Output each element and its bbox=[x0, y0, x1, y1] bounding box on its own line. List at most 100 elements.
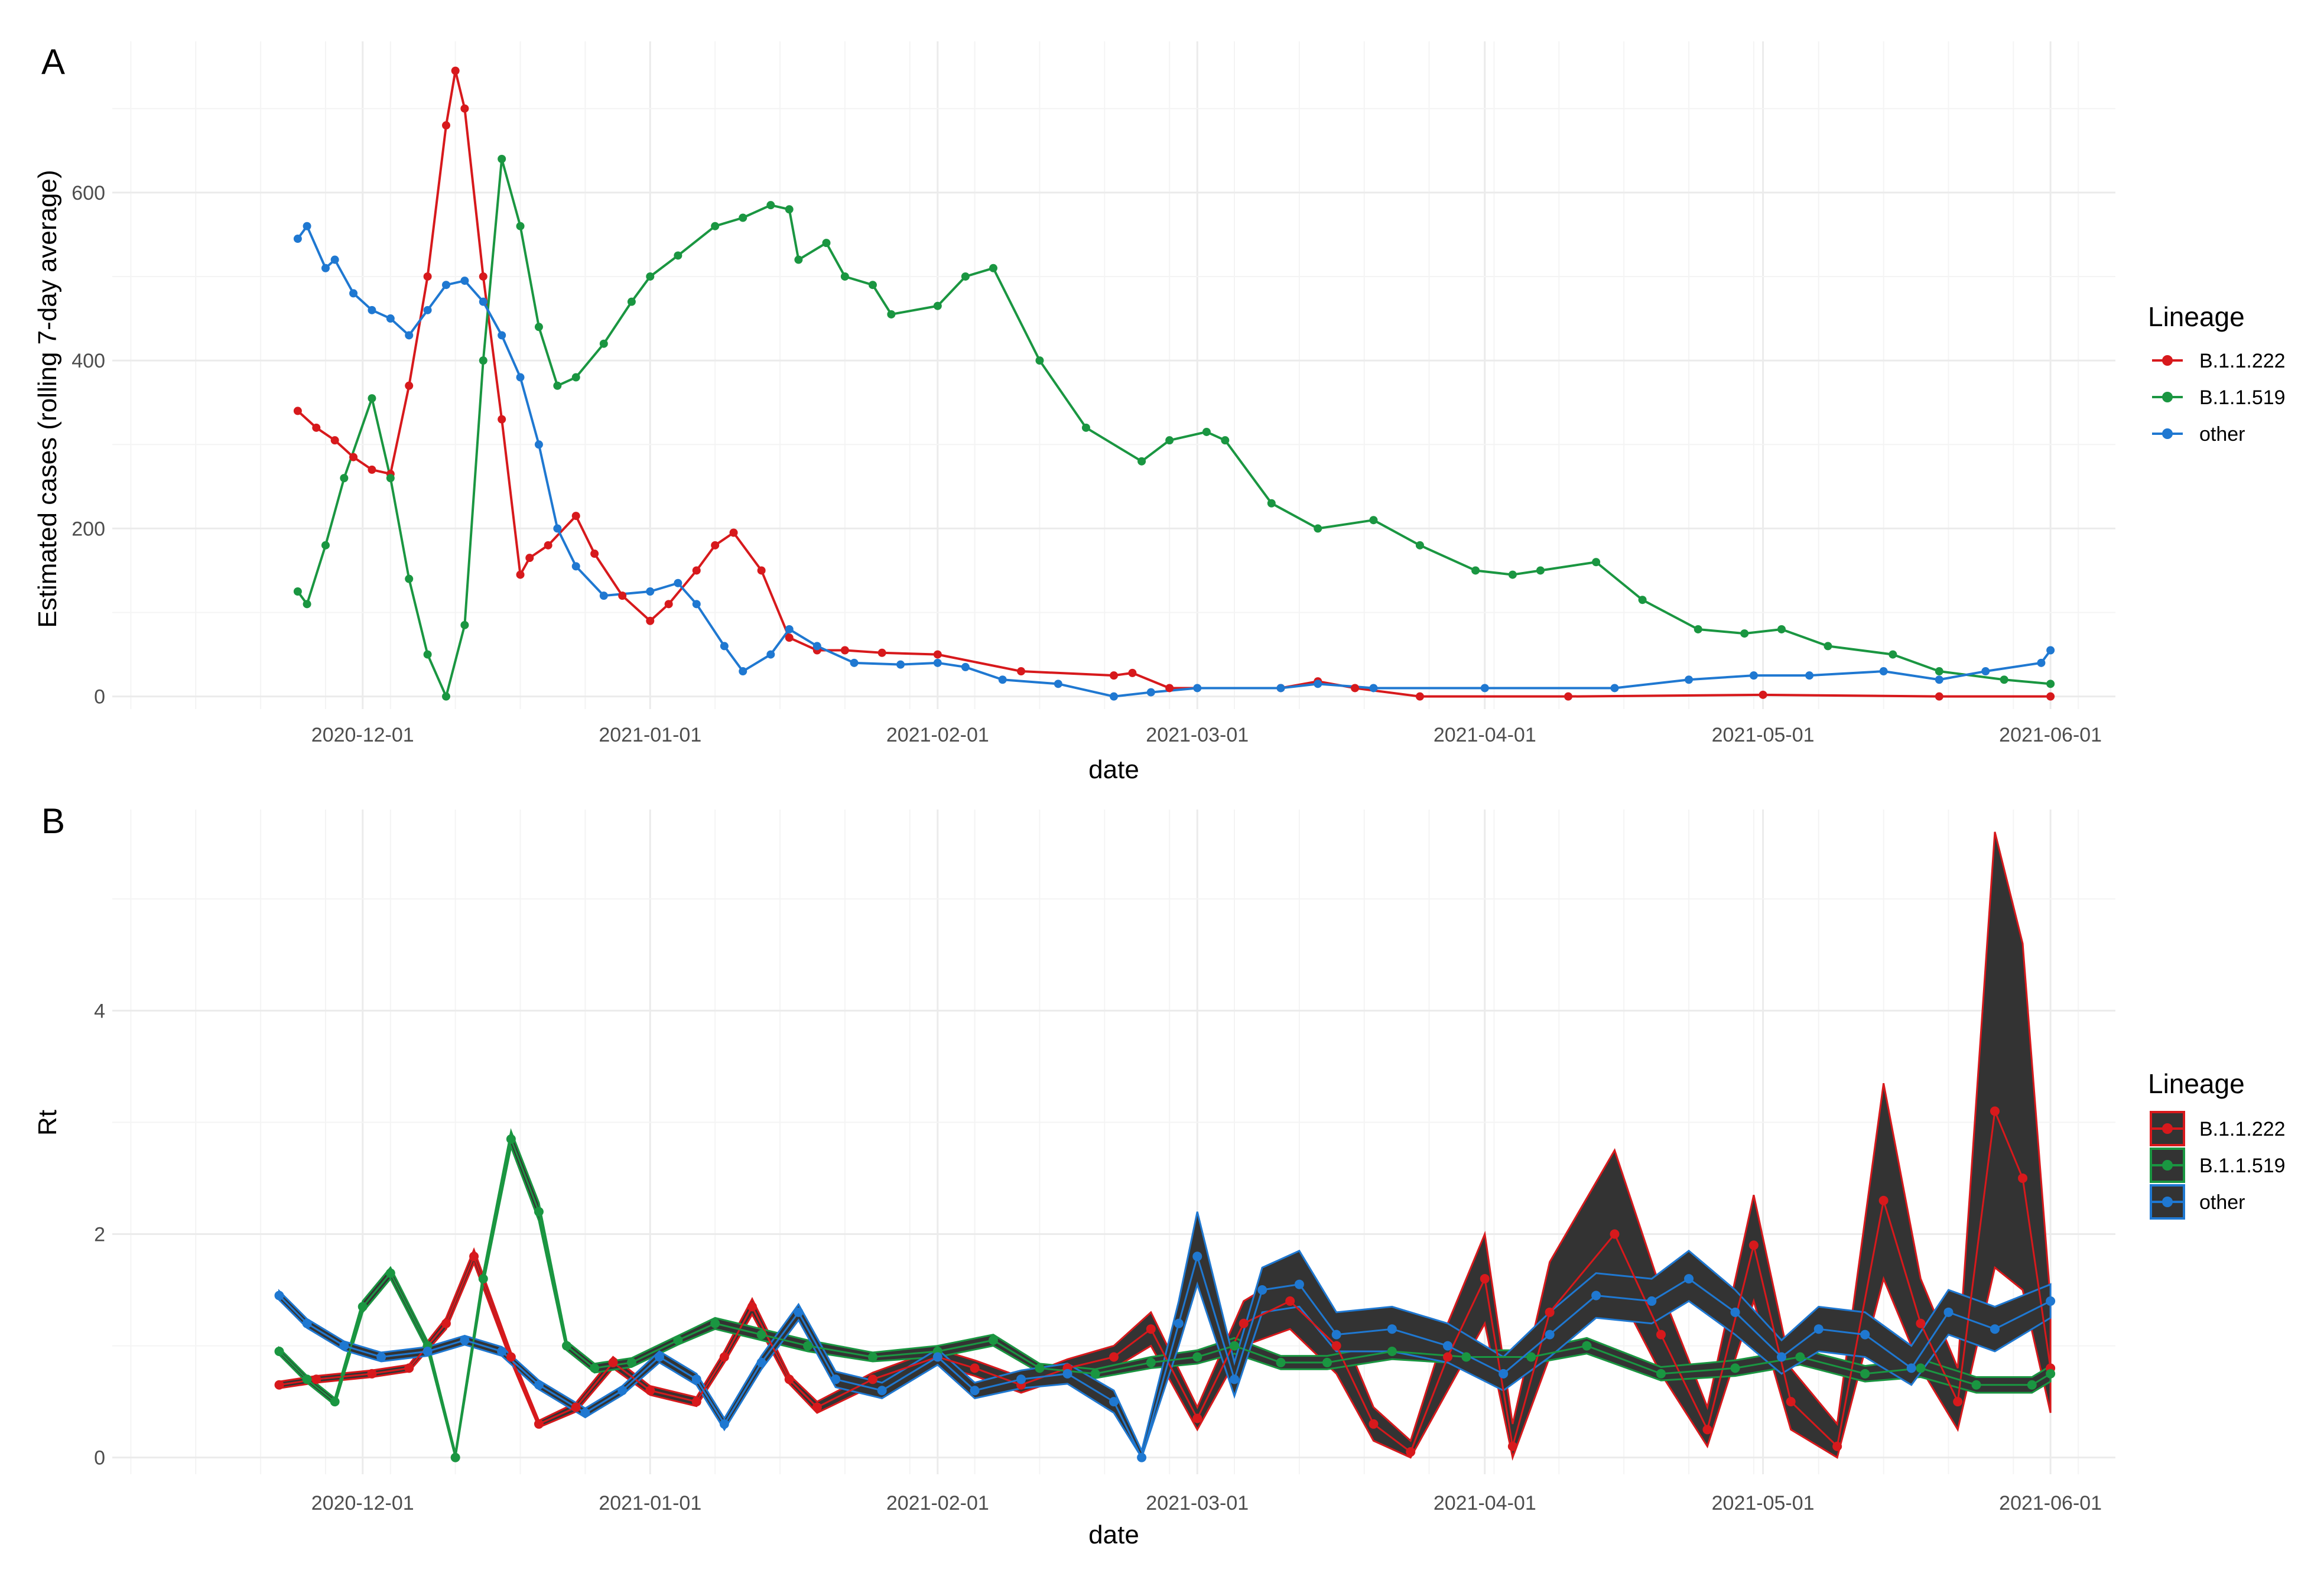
data-point-other bbox=[1879, 667, 1888, 676]
data-point-B.1.1.519 bbox=[590, 1363, 600, 1373]
panel-b-x-axis-title: date bbox=[1088, 1520, 1139, 1549]
legend-key-point bbox=[2162, 1197, 2173, 1207]
legend-label: other bbox=[2199, 1191, 2245, 1214]
y-tick-label: 600 bbox=[71, 182, 105, 204]
data-point-B.1.1.519 bbox=[867, 1352, 877, 1362]
data-point-other bbox=[349, 289, 358, 298]
data-point-B.1.1.519 bbox=[340, 474, 349, 483]
data-point-B.1.1.222 bbox=[349, 453, 358, 461]
data-point-B.1.1.519 bbox=[766, 201, 775, 210]
data-point-other bbox=[1230, 1374, 1240, 1384]
data-point-B.1.1.519 bbox=[1971, 1380, 1981, 1390]
panel-b-legend-title: Lineage bbox=[2148, 1068, 2245, 1099]
data-point-other bbox=[422, 1347, 433, 1357]
panel-b-y-tick-labels: 0 2 4 bbox=[94, 1000, 105, 1469]
panel-a-y-tick-labels: 0 200 400 600 bbox=[71, 182, 105, 708]
data-point-B.1.1.222 bbox=[867, 1374, 877, 1384]
data-point-B.1.1.519 bbox=[2046, 1369, 2056, 1379]
data-point-B.1.1.222 bbox=[1351, 684, 1360, 693]
data-point-B.1.1.222 bbox=[1110, 671, 1118, 680]
panel-a-x-tick-labels: 2020-12-01 2021-01-01 2021-02-01 2021-03-01… bbox=[311, 724, 2102, 746]
data-point-B.1.1.222 bbox=[1165, 684, 1174, 693]
data-point-other bbox=[1109, 1397, 1119, 1407]
series-line-other bbox=[297, 225, 2052, 698]
data-point-B.1.1.519 bbox=[2046, 680, 2055, 688]
data-point-B.1.1.222 bbox=[451, 66, 460, 75]
data-point-B.1.1.222 bbox=[784, 1374, 794, 1384]
data-point-B.1.1.222 bbox=[1916, 1318, 1926, 1328]
data-point-B.1.1.519 bbox=[2027, 1380, 2037, 1390]
data-point-B.1.1.222 bbox=[970, 1363, 980, 1373]
data-point-B.1.1.519 bbox=[822, 239, 831, 248]
data-point-B.1.1.519 bbox=[460, 620, 469, 629]
data-point-B.1.1.519 bbox=[293, 587, 302, 596]
data-point-B.1.1.519 bbox=[1369, 516, 1378, 525]
data-point-other bbox=[303, 222, 311, 230]
data-point-other bbox=[571, 562, 580, 571]
data-point-other bbox=[497, 1347, 507, 1357]
data-point-other bbox=[1591, 1291, 1601, 1301]
legend-item-B.1.1.222: B.1.1.222 bbox=[2150, 1111, 2286, 1146]
data-point-B.1.1.519 bbox=[534, 323, 543, 331]
data-point-B.1.1.222 bbox=[692, 566, 701, 575]
data-point-B.1.1.222 bbox=[544, 541, 552, 550]
panel-a-x-axis-title: date bbox=[1088, 755, 1139, 784]
data-point-B.1.1.519 bbox=[1916, 1363, 1926, 1373]
data-point-other bbox=[617, 1386, 628, 1396]
legend-label: B.1.1.222 bbox=[2199, 350, 2286, 372]
data-point-B.1.1.222 bbox=[645, 1386, 655, 1396]
data-point-B.1.1.519 bbox=[1592, 558, 1601, 567]
data-point-B.1.1.222 bbox=[571, 1402, 581, 1412]
data-point-other bbox=[1499, 1369, 1509, 1379]
data-point-other bbox=[376, 1352, 386, 1362]
data-point-B.1.1.519 bbox=[321, 541, 330, 550]
data-point-B.1.1.519 bbox=[498, 154, 506, 163]
data-point-B.1.1.222 bbox=[469, 1252, 479, 1262]
data-point-other bbox=[339, 1341, 349, 1351]
data-point-B.1.1.519 bbox=[479, 356, 487, 365]
data-point-B.1.1.519 bbox=[887, 310, 896, 318]
data-point-other bbox=[720, 642, 729, 651]
data-point-other bbox=[646, 587, 655, 596]
data-point-B.1.1.222 bbox=[1786, 1397, 1796, 1407]
data-point-B.1.1.222 bbox=[1507, 1441, 1517, 1451]
x-tick-label: 2020-12-01 bbox=[311, 1492, 414, 1514]
data-point-B.1.1.519 bbox=[674, 251, 682, 260]
legend-key-point bbox=[2162, 1160, 2173, 1171]
data-point-other bbox=[1257, 1285, 1267, 1295]
data-point-B.1.1.222 bbox=[691, 1397, 701, 1407]
data-point-other bbox=[970, 1386, 980, 1396]
data-point-B.1.1.519 bbox=[1230, 1341, 1240, 1351]
data-point-B.1.1.222 bbox=[785, 633, 794, 642]
data-point-B.1.1.222 bbox=[729, 528, 738, 537]
x-tick-label: 2021-06-01 bbox=[1999, 1492, 2102, 1514]
data-point-other bbox=[877, 1386, 887, 1396]
data-point-B.1.1.222 bbox=[618, 591, 627, 600]
data-point-other bbox=[1110, 692, 1118, 701]
data-point-other bbox=[1443, 1341, 1452, 1351]
data-point-B.1.1.519 bbox=[1137, 457, 1146, 466]
data-point-B.1.1.519 bbox=[989, 264, 997, 272]
data-point-B.1.1.519 bbox=[562, 1341, 572, 1351]
data-point-B.1.1.519 bbox=[794, 255, 803, 264]
x-tick-label: 2021-05-01 bbox=[1712, 724, 1815, 746]
legend-item-other: other bbox=[2150, 1184, 2245, 1220]
data-point-B.1.1.222 bbox=[571, 512, 580, 521]
data-point-B.1.1.222 bbox=[1443, 1352, 1452, 1362]
data-point-other bbox=[580, 1408, 590, 1418]
data-point-B.1.1.519 bbox=[1638, 596, 1647, 604]
data-point-B.1.1.222 bbox=[516, 570, 525, 579]
panel-a-y-axis-title: Estimated cases (rolling 7-day average) bbox=[33, 170, 62, 628]
y-tick-label: 0 bbox=[94, 1447, 105, 1470]
data-point-B.1.1.222 bbox=[1128, 668, 1137, 677]
panel-b-x-tick-labels: 2020-12-01 2021-01-01 2021-02-01 2021-03-01… bbox=[311, 1492, 2102, 1514]
data-point-other bbox=[442, 281, 450, 290]
data-point-B.1.1.222 bbox=[1702, 1425, 1712, 1435]
data-point-B.1.1.519 bbox=[1165, 436, 1174, 445]
data-point-B.1.1.519 bbox=[988, 1335, 998, 1345]
data-point-other bbox=[405, 331, 414, 340]
data-point-B.1.1.519 bbox=[1795, 1352, 1805, 1362]
data-point-other bbox=[766, 650, 775, 659]
data-point-B.1.1.222 bbox=[1990, 1106, 2000, 1116]
x-tick-label: 2020-12-01 bbox=[311, 724, 414, 746]
